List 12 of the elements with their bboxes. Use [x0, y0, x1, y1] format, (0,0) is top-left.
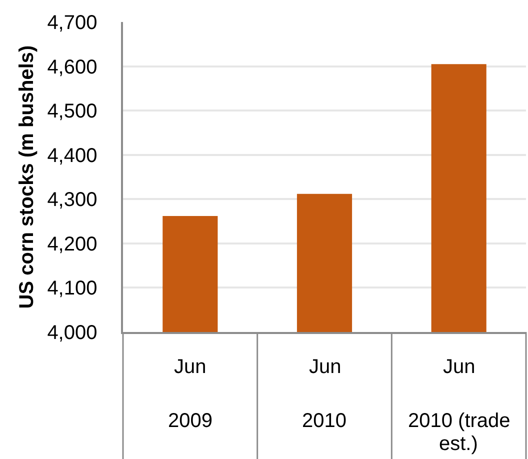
y-tick-label: 4,200 [47, 233, 98, 256]
y-tick-label: 4,000 [47, 322, 98, 344]
y-tick-label: 4,600 [47, 56, 98, 78]
y-tick-label: 4,100 [47, 278, 98, 300]
y-tick-label: 4,300 [47, 189, 98, 212]
category-label: Jun 2009 [168, 356, 212, 432]
y-tick-label: 4,700 [47, 12, 98, 34]
y-axis-title: US corn stocks (m bushels) [16, 45, 38, 309]
category-label: Jun 2010 [302, 356, 346, 432]
category-label: Jun 2010 (trade est.) [408, 356, 510, 455]
y-tick-label: 4,500 [47, 100, 98, 123]
y-tick-label: 4,400 [47, 144, 98, 167]
